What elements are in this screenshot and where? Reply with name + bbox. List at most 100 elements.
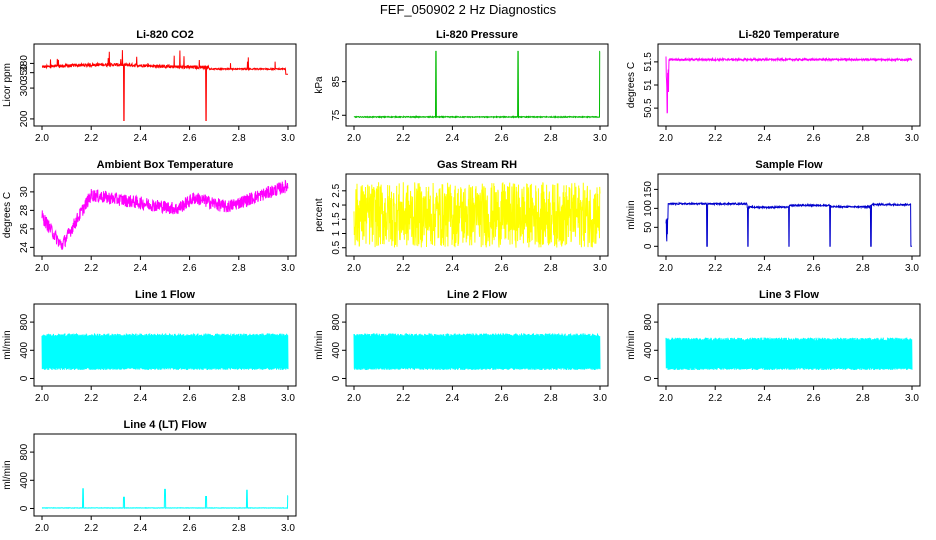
y-axis-label: ml/min <box>626 200 637 229</box>
x-tick-label: 2.4 <box>445 263 459 274</box>
panel-title: Gas Stream RH <box>437 159 517 171</box>
y-axis-label: ml/min <box>2 330 13 359</box>
chart-panel-4: Ambient Box Temperature 2.0 2.2 2.4 2.6 2.8 3.… <box>2 159 297 274</box>
x-tick-label: 2.4 <box>133 263 147 274</box>
panel-title: Ambient Box Temperature <box>97 159 234 171</box>
x-tick-label: 2.6 <box>495 263 509 274</box>
y-tick-label: 2.5 <box>331 183 342 197</box>
y-tick-label: 24 <box>19 241 30 253</box>
plot-frame <box>657 43 921 127</box>
x-tick-label: 3.0 <box>593 393 607 404</box>
y-tick-label: 150 <box>643 181 654 198</box>
y-tick-label: 800 <box>19 443 30 460</box>
x-tick-label: 2.0 <box>659 133 673 144</box>
panel-title: Line 3 Flow <box>759 289 819 301</box>
x-tick-label: 2.0 <box>35 133 49 144</box>
plot-frame <box>345 173 609 257</box>
x-tick-label: 2.2 <box>396 393 410 404</box>
x-tick-label: 2.0 <box>659 263 673 274</box>
y-axis-label: degrees C <box>2 192 13 238</box>
y-tick-label: 1.5 <box>331 212 342 226</box>
x-tick-label: 2.2 <box>708 133 722 144</box>
chart-panel-6: Sample Flow 2.0 2.2 2.4 2.6 2.8 3.0 0 50 100 150 ml… <box>626 159 921 274</box>
x-tick-label: 2.2 <box>708 263 722 274</box>
y-tick-label: 51 <box>643 79 654 91</box>
y-tick-label: 26 <box>19 223 30 235</box>
y-tick-label: 30 <box>19 186 30 198</box>
y-tick-label: 800 <box>643 313 654 330</box>
plot-frame <box>657 303 921 387</box>
plot-frame <box>33 43 297 127</box>
y-tick-label: 400 <box>19 472 30 489</box>
x-tick-label: 2.0 <box>35 393 49 404</box>
x-tick-label: 2.4 <box>757 133 771 144</box>
x-tick-label: 2.2 <box>708 393 722 404</box>
y-tick-label: 51.5 <box>643 52 654 72</box>
chart-panel-8: Line 2 Flow 2.0 2.2 2.4 2.6 2.8 3.0 0 400 800 ml/m… <box>314 289 609 404</box>
y-tick-label: 1 <box>331 230 342 236</box>
plot-frame <box>33 303 297 387</box>
y-tick-label: 0 <box>331 375 342 381</box>
x-tick-label: 3.0 <box>905 393 919 404</box>
x-tick-label: 3.0 <box>905 133 919 144</box>
y-tick-label: 100 <box>643 200 654 217</box>
panel-title: Li-820 CO2 <box>136 29 193 41</box>
chart-panel-9: Line 3 Flow 2.0 2.2 2.4 2.6 2.8 3.0 0 400 800 ml/m… <box>626 289 921 404</box>
x-tick-label: 2.2 <box>84 523 98 534</box>
x-tick-label: 2.0 <box>35 523 49 534</box>
x-tick-label: 3.0 <box>281 263 295 274</box>
y-tick-label: 400 <box>643 342 654 359</box>
data-series-line <box>665 201 912 247</box>
x-tick-label: 2.0 <box>347 133 361 144</box>
x-tick-label: 2.8 <box>544 133 558 144</box>
x-tick-label: 3.0 <box>593 133 607 144</box>
y-tick-label: 50 <box>643 221 654 233</box>
x-tick-label: 2.4 <box>133 393 147 404</box>
data-series-line <box>41 333 289 371</box>
data-series-line <box>353 333 601 371</box>
x-tick-label: 2.6 <box>495 133 509 144</box>
x-tick-label: 2.2 <box>84 133 98 144</box>
chart-panel-1: Li-820 CO2 2.0 2.2 2.4 2.6 2.8 3.0 200 300350380… <box>2 29 297 144</box>
y-tick-label: 200 <box>19 110 30 127</box>
y-tick-label: 0.5 <box>331 240 342 254</box>
x-tick-label: 2.8 <box>856 133 870 144</box>
panel-title: Li-820 Temperature <box>739 29 840 41</box>
x-tick-label: 2.6 <box>807 133 821 144</box>
x-tick-label: 2.4 <box>445 133 459 144</box>
x-tick-label: 2.4 <box>133 523 147 534</box>
y-tick-label: 400 <box>19 342 30 359</box>
x-tick-label: 2.6 <box>183 523 197 534</box>
y-tick-label: 0 <box>19 375 30 381</box>
x-tick-label: 2.8 <box>856 393 870 404</box>
x-tick-label: 2.0 <box>35 263 49 274</box>
data-series-line <box>41 488 289 510</box>
y-tick-label: 350 <box>19 64 30 81</box>
x-tick-label: 2.0 <box>659 393 673 404</box>
y-axis-label: ml/min <box>626 330 637 359</box>
y-axis-label: ml/min <box>314 330 325 359</box>
data-series-line <box>665 56 913 114</box>
x-tick-label: 3.0 <box>281 523 295 534</box>
y-tick-label: 28 <box>19 204 30 216</box>
x-tick-label: 2.4 <box>757 263 771 274</box>
y-tick-label: 380 <box>19 55 30 72</box>
x-tick-label: 2.0 <box>347 263 361 274</box>
x-tick-label: 2.6 <box>183 393 197 404</box>
x-tick-label: 2.2 <box>84 263 98 274</box>
panel-title: Sample Flow <box>755 159 823 171</box>
plot-frame <box>657 173 921 257</box>
x-tick-label: 3.0 <box>281 133 295 144</box>
data-series-line <box>41 50 288 121</box>
x-tick-label: 3.0 <box>593 263 607 274</box>
y-tick-label: 0 <box>643 243 654 249</box>
x-tick-label: 2.6 <box>495 393 509 404</box>
x-tick-label: 2.4 <box>133 133 147 144</box>
x-tick-label: 2.6 <box>807 393 821 404</box>
y-axis-label: kPa <box>314 76 325 94</box>
plot-frame <box>33 173 297 257</box>
y-axis-label: degrees C <box>626 62 637 108</box>
plot-frame <box>345 303 609 387</box>
y-tick-label: 50.5 <box>643 98 654 118</box>
